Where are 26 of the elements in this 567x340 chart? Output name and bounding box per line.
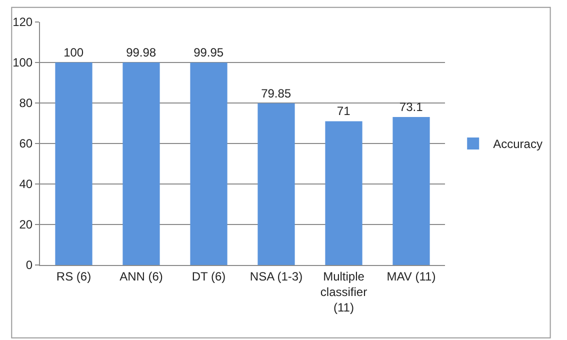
x-tick-label: NSA (1-3)	[250, 269, 303, 284]
data-label: 73.1	[399, 100, 424, 114]
y-tick-label: 60	[19, 136, 33, 151]
bar	[190, 62, 228, 265]
data-label: 71	[336, 104, 351, 118]
y-tick-label: 80	[19, 96, 33, 110]
x-tick-label: MAV (11)	[386, 269, 436, 284]
y-tick-label: 120	[12, 15, 33, 30]
bar	[55, 62, 92, 265]
bar	[258, 103, 295, 265]
data-label: 99.95	[194, 46, 224, 60]
data-label: 100	[64, 46, 84, 60]
data-label: 99.98	[126, 46, 156, 60]
y-tick-label: 40	[19, 177, 33, 192]
data-label: 79.85	[261, 86, 292, 100]
x-tick-label: ANN (6)	[120, 269, 163, 284]
y-tick-label: 0	[26, 258, 33, 272]
x-tick-label: Multiple classifier (11)	[320, 269, 368, 315]
y-tick-label: 100	[12, 56, 33, 70]
y-tick-label: 20	[19, 218, 33, 232]
bar	[325, 121, 362, 265]
legend-label: Accuracy	[493, 137, 542, 152]
bar	[122, 62, 160, 265]
x-tick-label: DT (6)	[192, 269, 226, 284]
x-tick-label: RS (6)	[56, 269, 92, 284]
bar	[392, 116, 430, 265]
